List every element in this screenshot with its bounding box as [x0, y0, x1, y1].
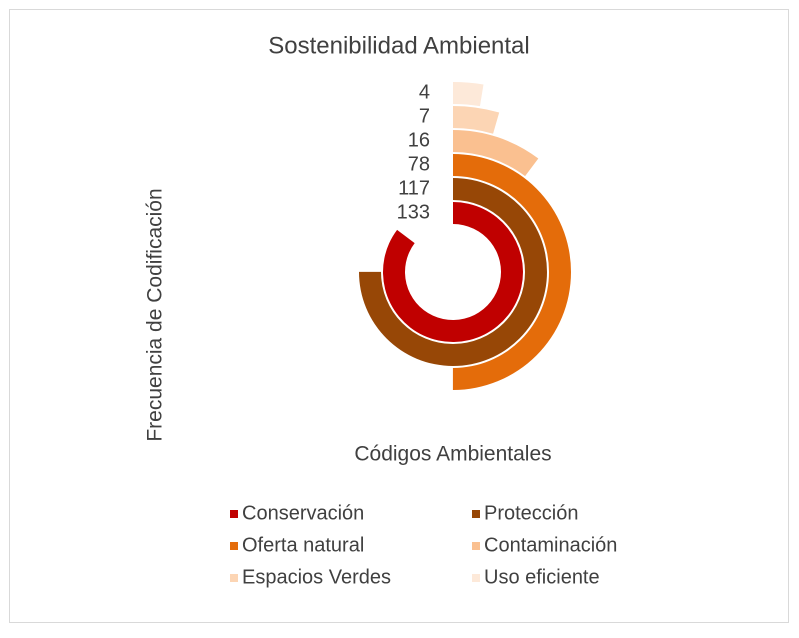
data-label: 117	[398, 177, 430, 199]
radial-bar	[453, 130, 539, 177]
chart-title: Sostenibilidad Ambiental	[268, 32, 530, 59]
x-axis-title: Códigos Ambientales	[354, 443, 551, 466]
legend-label: Contaminación	[484, 534, 617, 556]
data-label: 16	[408, 129, 430, 151]
legend-swatch	[230, 510, 238, 518]
legend-label: Protección	[484, 502, 579, 524]
radial-bar	[452, 154, 571, 390]
data-label: 7	[419, 105, 430, 127]
data-label: 78	[408, 153, 430, 175]
legend-label: Espacios Verdes	[242, 566, 391, 588]
radial-bar	[383, 202, 524, 342]
legend-label: Oferta natural	[242, 534, 364, 556]
radial-bar	[453, 106, 500, 134]
legend-swatch	[472, 510, 480, 518]
data-label: 133	[397, 201, 430, 223]
data-label: 4	[419, 81, 430, 103]
y-axis-title: Frecuencia de Codificación	[144, 188, 167, 441]
legend-label: Uso eficiente	[484, 566, 600, 588]
legend-label: Conservación	[242, 502, 364, 524]
legend-swatch	[472, 542, 480, 550]
radial-bar	[453, 82, 484, 107]
legend-swatch	[472, 574, 480, 582]
legend-swatch	[230, 574, 238, 582]
legend-swatch	[230, 542, 238, 550]
